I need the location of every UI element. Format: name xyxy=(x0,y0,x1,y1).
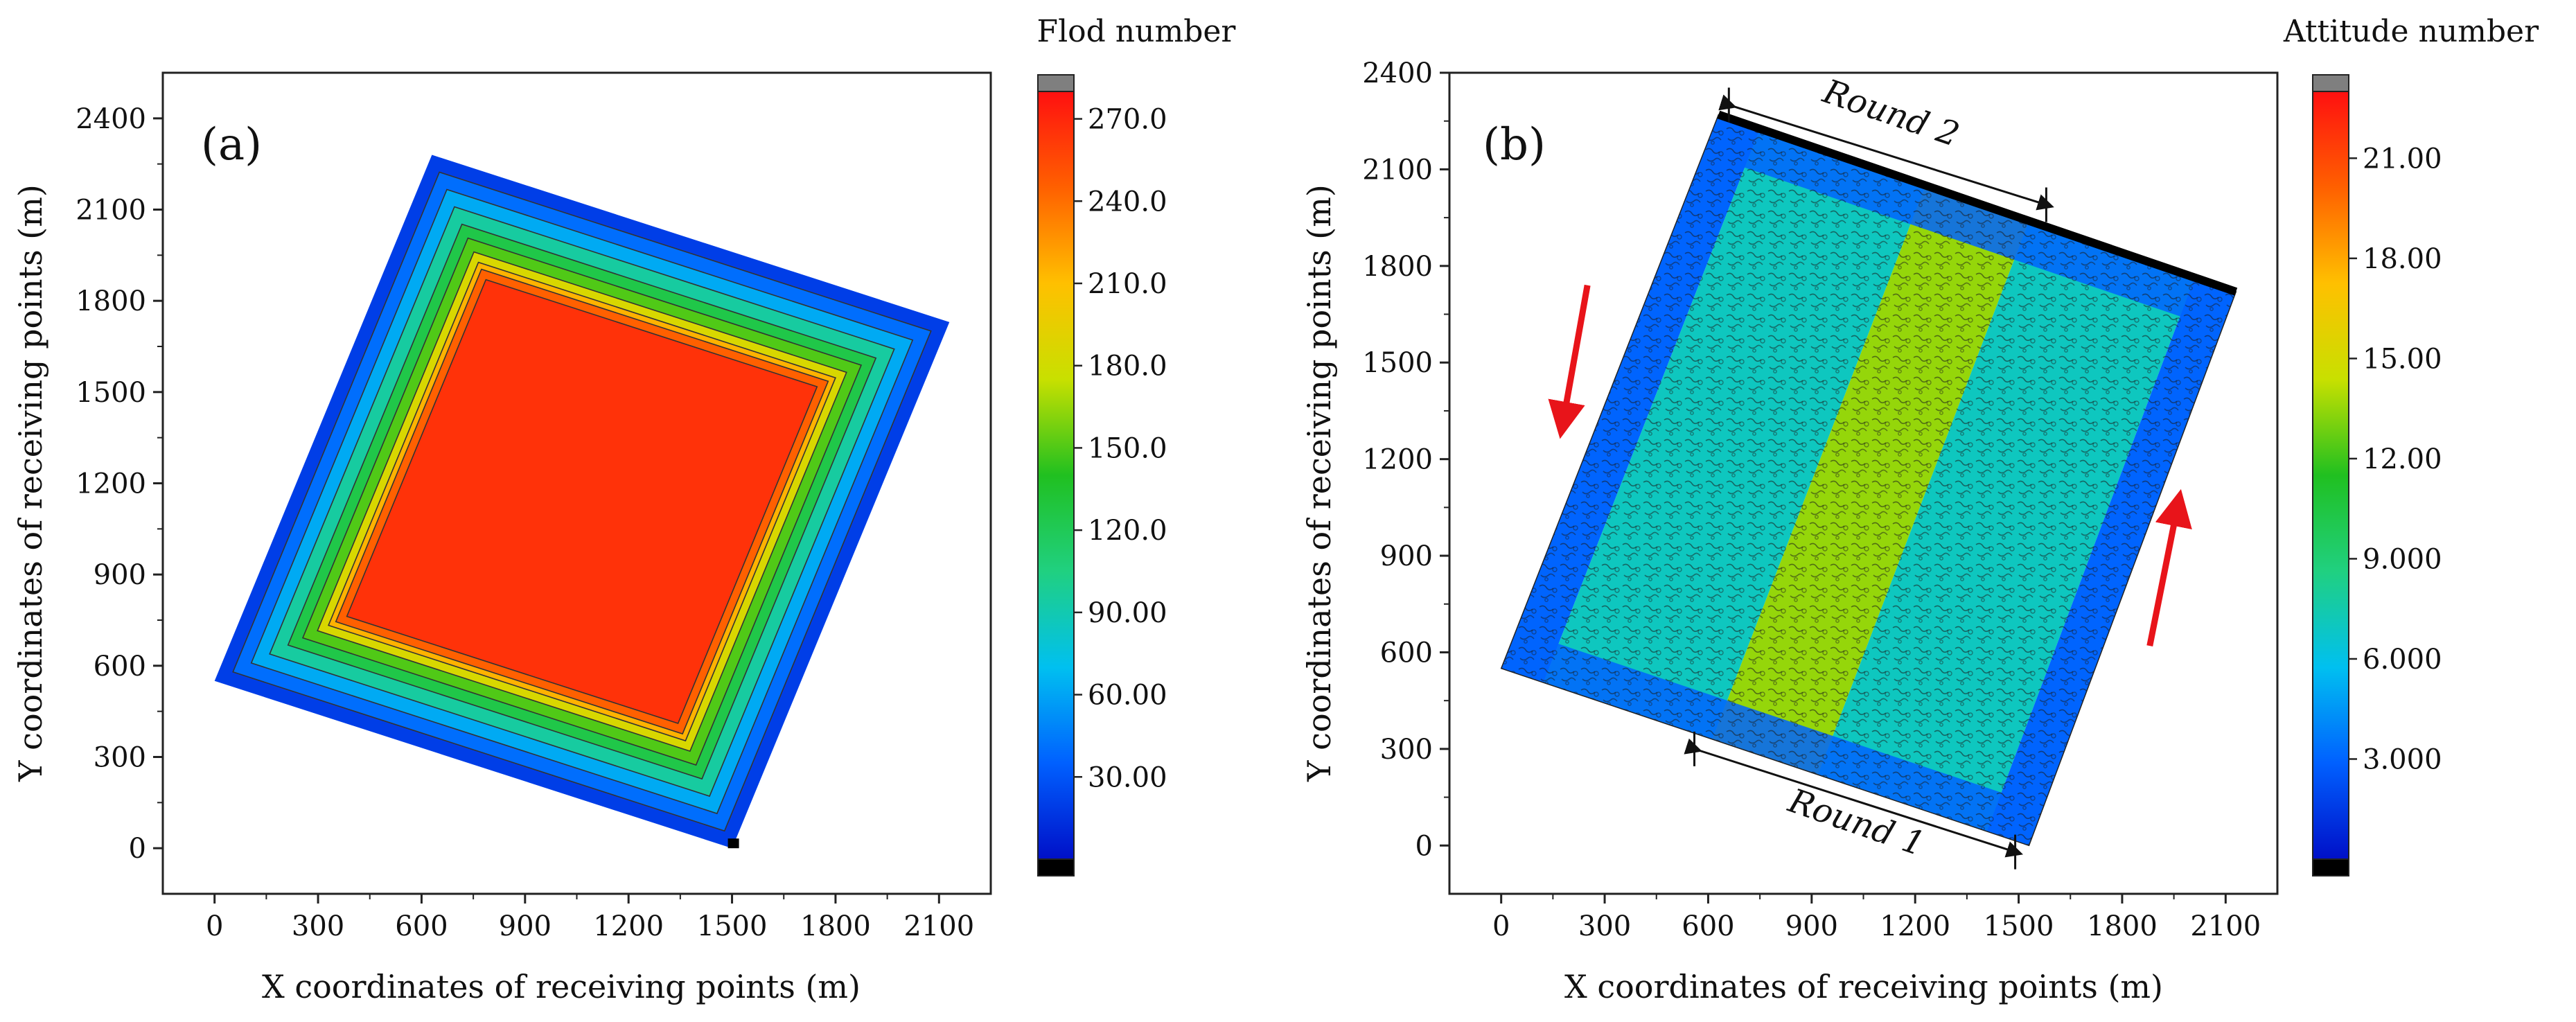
x-axis-title-b: X coordinates of receiving points (m) xyxy=(1564,968,2163,1005)
y-tick-label: 2400 xyxy=(1362,58,1433,89)
y-tick-label: 0 xyxy=(1415,830,1433,862)
y-tick-label: 1500 xyxy=(1362,347,1433,379)
y-tick-label: 1800 xyxy=(1362,251,1433,283)
x-tick-label: 1500 xyxy=(1984,910,2054,942)
colorbar-title-b: Attitude number xyxy=(2283,14,2539,49)
x-tick-label: 300 xyxy=(1578,910,1631,942)
y-tick-label: 2400 xyxy=(76,103,146,135)
colorbar-tick-label: 270.0 xyxy=(1088,104,1167,136)
x-tick-label: 300 xyxy=(292,910,344,942)
contour-texture xyxy=(1500,114,2237,847)
x-tick-label: 0 xyxy=(206,910,223,942)
y-tick-label: 600 xyxy=(94,651,146,682)
y-ticks-a: 0 300 600 900 1200 1500 1800 2100 2400 xyxy=(76,103,163,865)
colorbar-b xyxy=(2312,91,2349,860)
colorbar-tick-label: 120.0 xyxy=(1088,515,1167,547)
round-2-label: Round 2 xyxy=(1817,72,1964,155)
x-tick-label: 1200 xyxy=(593,910,664,942)
y-tick-label: 2100 xyxy=(1362,154,1433,186)
colorbar-ticks-a: 30.00 60.00 90.00 120.0 150.0 180.0 210.0 240.0… xyxy=(1074,104,1167,793)
x-tick-label: 600 xyxy=(395,910,448,942)
x-ticks-b: 0 300 600 900 1200 1500 1800 2100 xyxy=(1492,894,2261,942)
colorbar-b-top-cap xyxy=(2312,74,2349,92)
colorbar-tick-label: 12.00 xyxy=(2363,443,2442,475)
y-axis-title-b: Y coordinates of receiving points (m) xyxy=(1300,184,1338,782)
y-tick-label: 300 xyxy=(1380,734,1433,766)
y-tick-label: 1200 xyxy=(1362,444,1433,476)
y-tick-label: 2100 xyxy=(76,195,146,227)
x-tick-label: 600 xyxy=(1682,910,1734,942)
y-tick-label: 0 xyxy=(129,833,146,865)
colorbar-tick-label: 60.00 xyxy=(1088,680,1167,712)
colorbar-title-a: Flod number xyxy=(1037,14,1237,49)
colorbar-a xyxy=(1037,91,1075,860)
colorbar-tick-label: 210.0 xyxy=(1088,268,1167,300)
colorbar-a-top-cap xyxy=(1037,74,1075,92)
y-tick-label: 900 xyxy=(94,559,146,591)
y-tick-label: 1500 xyxy=(76,377,146,409)
colorbar-tick-label: 150.0 xyxy=(1088,432,1167,464)
colorbar-tick-label: 6.000 xyxy=(2363,644,2442,676)
colorbar-b-bottom-cap xyxy=(2312,858,2349,876)
heatmap-a xyxy=(214,155,950,849)
panel-label-a: (a) xyxy=(201,119,262,170)
x-tick-label: 1200 xyxy=(1880,910,1950,942)
colorbar-tick-label: 15.00 xyxy=(2363,343,2442,375)
direction-arrow-down xyxy=(1548,284,1591,439)
direction-arrow-up xyxy=(2146,488,2192,647)
colorbar-tick-label: 180.0 xyxy=(1088,351,1167,382)
heatmap-b xyxy=(1500,110,2238,847)
y-axis-title-a: Y coordinates of receiving points (m) xyxy=(12,184,49,782)
colorbar-ticks-b: 3.000 6.000 9.000 12.00 15.00 18.00 21.00 xyxy=(2349,143,2442,775)
y-tick-label: 1200 xyxy=(76,468,146,500)
y-tick-label: 1800 xyxy=(76,285,146,317)
colorbar-a-bottom-cap xyxy=(1037,858,1075,876)
x-tick-label: 1500 xyxy=(697,910,768,942)
panel-label-b: (b) xyxy=(1483,119,1546,170)
x-tick-label: 1800 xyxy=(2087,910,2158,942)
x-tick-label: 900 xyxy=(499,910,552,942)
colorbar-tick-label: 9.000 xyxy=(2363,543,2442,575)
y-tick-label: 600 xyxy=(1380,637,1433,669)
colorbar-tick-label: 240.0 xyxy=(1088,186,1167,218)
round-2-dimension xyxy=(1718,94,2054,211)
y-tick-label: 900 xyxy=(1380,540,1433,572)
panel-b: 0 300 600 900 1200 1500 1800 2100 0 300 600 900 120… xyxy=(1300,14,2539,1005)
x-tick-label: 0 xyxy=(1492,910,1510,942)
x-ticks-a: 0 300 600 900 1200 1500 1800 2100 xyxy=(206,894,974,942)
x-tick-label: 2100 xyxy=(2190,910,2261,942)
colorbar-tick-label: 18.00 xyxy=(2363,243,2442,275)
colorbar-tick-label: 3.000 xyxy=(2363,743,2442,775)
colorbar-tick-label: 90.00 xyxy=(1088,597,1167,629)
panel-a: 0 300 600 900 1200 1500 1800 2100 0 300 600 900 120… xyxy=(12,14,1236,1005)
x-tick-label: 1800 xyxy=(800,910,871,942)
colorbar-tick-label: 21.00 xyxy=(2363,143,2442,175)
y-ticks-b: 0 300 600 900 1200 1500 1800 2100 2400 xyxy=(1362,58,1449,862)
x-axis-title-a: X coordinates of receiving points (m) xyxy=(262,968,861,1005)
x-tick-label: 2100 xyxy=(903,910,974,942)
corner-marker xyxy=(727,838,739,849)
colorbar-tick-label: 30.00 xyxy=(1088,761,1167,793)
round-1-dimension xyxy=(1684,738,2024,858)
x-tick-label: 900 xyxy=(1785,910,1838,942)
contour-level-9 xyxy=(346,279,818,724)
y-tick-label: 300 xyxy=(94,742,146,774)
